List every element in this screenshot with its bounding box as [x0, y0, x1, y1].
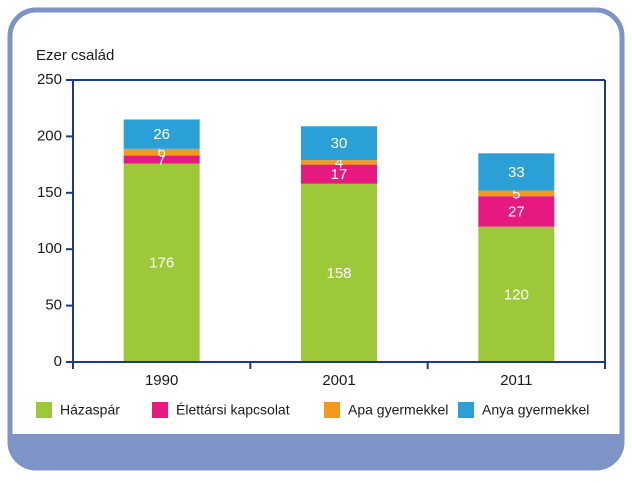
- data-label: 7: [157, 151, 165, 168]
- data-label: 158: [326, 265, 351, 282]
- bar-segment: [478, 226, 555, 362]
- data-label: 27: [508, 203, 525, 220]
- y-tick-label: 0: [54, 353, 62, 370]
- bar-segment: [478, 196, 555, 227]
- bar-segment: [301, 164, 377, 184]
- bar-segment: [123, 163, 200, 362]
- legend-swatch: [36, 402, 52, 418]
- legend-label: Élettársi kapcsolat: [176, 402, 290, 418]
- data-label: 6: [157, 144, 165, 161]
- legend-label: Házaspár: [60, 402, 120, 418]
- bar-segment: [478, 153, 555, 191]
- bar-segment: [301, 126, 377, 161]
- bar-segment: [301, 160, 377, 165]
- y-tick-label: 200: [37, 127, 62, 144]
- y-axis-label: Ezer család: [36, 47, 114, 64]
- card-border: [7, 7, 625, 471]
- data-label: 33: [508, 164, 525, 181]
- legend-label: Apa gyermekkel: [348, 402, 448, 418]
- legend-swatch: [458, 402, 474, 418]
- legend-label: Anya gyermekkel: [482, 402, 589, 418]
- bar-segment: [123, 155, 200, 164]
- legend-swatch: [324, 402, 340, 418]
- bar-segment: [123, 148, 200, 156]
- bar-segment: [301, 183, 377, 362]
- data-label: 4: [335, 154, 343, 171]
- data-label: 120: [504, 286, 529, 303]
- legend-swatch: [152, 402, 168, 418]
- y-tick-label: 150: [37, 184, 62, 201]
- data-label: 30: [331, 135, 348, 152]
- data-label: 5: [512, 185, 520, 202]
- bar-segment: [478, 190, 555, 197]
- bar-segment: [123, 119, 200, 149]
- data-label: 17: [331, 166, 348, 183]
- x-tick-label: 1990: [145, 372, 178, 389]
- y-tick-label: 250: [37, 71, 62, 88]
- data-label: 176: [149, 255, 174, 272]
- data-label: 26: [153, 126, 170, 143]
- card-footer: [10, 434, 622, 468]
- y-tick-label: 100: [37, 240, 62, 257]
- x-tick-label: 2001: [322, 372, 355, 389]
- x-tick-label: 2011: [500, 372, 532, 389]
- y-tick-label: 50: [45, 297, 62, 314]
